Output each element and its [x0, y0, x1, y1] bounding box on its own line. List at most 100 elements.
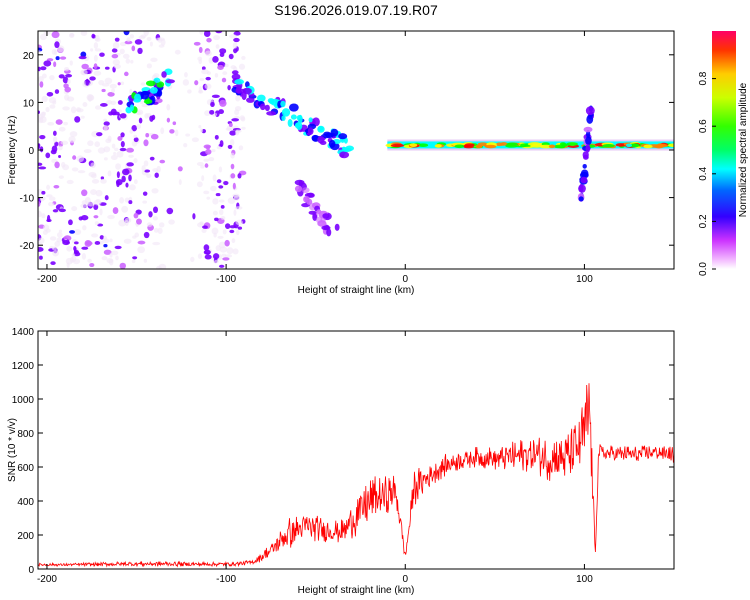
- spectrogram-cell: [38, 166, 47, 170]
- spectrogram-cell: [41, 73, 47, 79]
- spectrogram-cell: [114, 147, 119, 152]
- spectrogram-cell: [97, 223, 104, 227]
- spectrogram-cell: [118, 109, 122, 113]
- spectrogram-cell: [578, 184, 586, 193]
- snr-series-line: [38, 383, 674, 568]
- spectrogram-cell: [122, 53, 130, 59]
- spectrogram-cell: [54, 89, 60, 94]
- spectrogram-cell: [68, 219, 73, 226]
- colorbar-tick-label: 0.4: [698, 166, 709, 180]
- spectrogram-cell: [156, 81, 165, 88]
- spectrogram-cell: [205, 149, 212, 155]
- spectrogram-cell: [224, 223, 231, 229]
- spectrogram-cell: [58, 175, 64, 179]
- spectrogram-cell: [204, 83, 212, 90]
- spectrogram-cell: [208, 156, 215, 162]
- spectrogram-cell: [51, 145, 58, 153]
- spectrogram-cell: [131, 140, 138, 147]
- spectrogram-cell: [281, 115, 286, 121]
- spectrogram-cell: [119, 262, 127, 269]
- spectrogram-cell: [172, 121, 177, 126]
- spectrogram-cell: [235, 219, 243, 226]
- spectrogram-cell: [99, 52, 105, 57]
- spectrogram-cell: [51, 31, 60, 39]
- spectrogram-cell: [215, 193, 221, 197]
- spectrogram-cell: [204, 163, 209, 168]
- x-tick-label: 100: [576, 274, 593, 285]
- spectrogram-cell: [56, 232, 63, 238]
- spectrogram-cell: [128, 184, 136, 191]
- spectrogram-cell: [602, 143, 615, 148]
- y-tick-label: 200: [17, 531, 34, 542]
- spectrogram-cell: [217, 64, 224, 70]
- spectrogram-cell: [166, 207, 174, 215]
- spectrogram-cell: [94, 221, 99, 226]
- spectrogram-cell: [83, 149, 92, 154]
- spectrogram-cell: [231, 70, 239, 75]
- spectrogram-cell: [72, 258, 81, 265]
- spectrogram-cell: [71, 167, 79, 172]
- spectrogram-cell: [80, 69, 88, 76]
- spectrogram-cell: [58, 155, 62, 159]
- spectrogram-cell: [128, 154, 134, 158]
- spectrogram-cell: [212, 56, 219, 63]
- colorbar-ticks: 0.0 0.2 0.4 0.6 0.8: [698, 71, 716, 276]
- spectrogram-cell: [69, 33, 75, 37]
- snr-frame: [37, 330, 675, 570]
- spectrogram-cell: [224, 254, 233, 258]
- spectrogram-cell: [53, 61, 57, 68]
- spectrogram-cell: [131, 124, 138, 132]
- spectrogram-cell: [150, 133, 159, 140]
- spectrogram-cell: [566, 142, 579, 146]
- spectrogram-cell: [100, 103, 108, 107]
- spectrogram-cell: [38, 210, 42, 218]
- spectrogram-cell: [142, 200, 148, 204]
- spectrogram-cell: [317, 125, 325, 133]
- spectrogram-cell: [112, 41, 120, 49]
- spectrogram-cell: [218, 264, 225, 268]
- spectrogram-cell: [68, 135, 76, 143]
- spectrogram-cell: [146, 36, 152, 41]
- spectrogram-cell: [149, 115, 154, 122]
- x-tick-label: 100: [576, 574, 593, 585]
- spectrogram-cell: [220, 216, 226, 220]
- spectrogram-cell: [62, 76, 69, 84]
- spectrogram-cell: [52, 130, 57, 136]
- spectrogram-cell: [101, 88, 106, 93]
- spectrogram-cell: [94, 241, 101, 245]
- spectrogram-cell: [74, 241, 79, 245]
- spectrogram-cell: [60, 140, 69, 146]
- spectrogram-cell: [213, 232, 217, 238]
- y-tick-label: 400: [17, 497, 34, 508]
- spectrogram-cell: [144, 113, 149, 119]
- spectrogram-cell: [219, 209, 224, 216]
- spectrogram-cell: [585, 106, 595, 116]
- y-tick-label: 1400: [12, 327, 35, 338]
- spectrogram-cell: [241, 55, 246, 60]
- spectrogram-cell: [38, 143, 41, 150]
- spectrogram-cell: [126, 162, 134, 167]
- spectrogram-cell: [160, 38, 166, 46]
- y-tick-label: -10: [20, 194, 35, 205]
- spectrogram-cell: [119, 48, 125, 55]
- spectrogram-cell: [307, 127, 314, 135]
- chart-title: S196.2026.019.07.19.R07: [274, 2, 438, 18]
- spectrogram-cell: [281, 108, 291, 117]
- spectrogram-cell: [484, 144, 497, 149]
- spectrogram-cell: [204, 254, 212, 260]
- spectrogram-cell: [48, 196, 56, 201]
- spectrogram-cell: [234, 79, 245, 85]
- spectrogram-cell: [47, 122, 55, 126]
- spectrogram-cell: [80, 51, 87, 58]
- spectrogram-cell: [209, 109, 215, 115]
- spectrogram-cell: [73, 250, 80, 255]
- spectrogram-cell: [117, 100, 123, 105]
- spectrogram-cell: [174, 129, 179, 137]
- spectrogram-cell: [212, 174, 217, 182]
- spectrogram-cell: [153, 77, 161, 83]
- y-tick-label: -20: [20, 241, 35, 252]
- spectrogram-cell: [105, 138, 112, 144]
- spectrogram-cell: [64, 86, 72, 93]
- snr-panel: -200 -100 0 100 0 200 400 600 800 1000 1200 1400 H…: [7, 327, 675, 596]
- spectrogram-cell: [159, 159, 166, 164]
